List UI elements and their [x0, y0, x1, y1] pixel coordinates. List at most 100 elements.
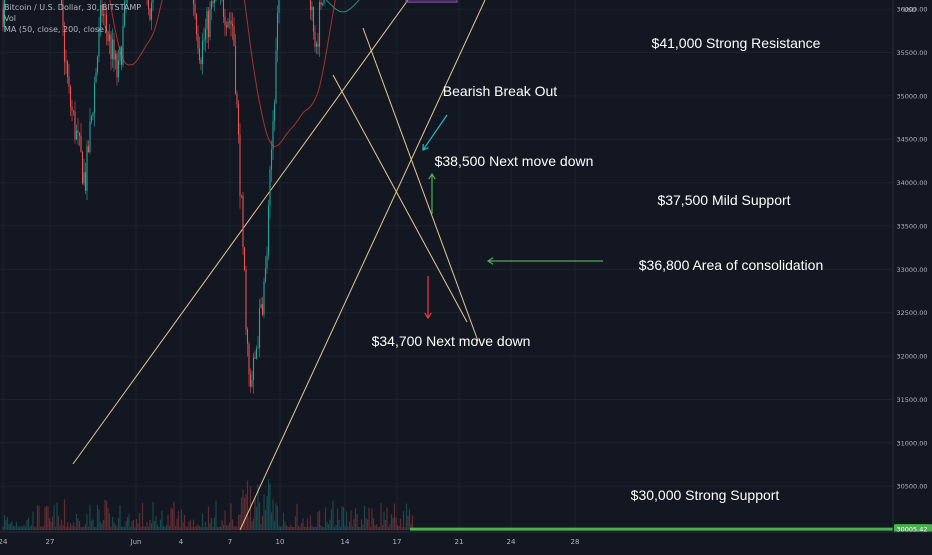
volume-bar	[221, 520, 223, 530]
horizontal-levels	[410, 527, 893, 531]
volume-bar	[81, 527, 84, 530]
volume-bar	[188, 521, 190, 530]
volume-bar	[240, 497, 243, 530]
ma-legend[interactable]: MA (50, close, 200, close)	[4, 25, 108, 34]
annotation-next-down-38500: $38,500 Next move down	[435, 153, 594, 169]
volume-bar	[402, 510, 405, 530]
volume-bar	[95, 527, 97, 530]
candle-body	[245, 269, 247, 330]
price-tick-label: 30500.00	[896, 483, 927, 491]
volume-bar	[257, 484, 259, 530]
volume-bar	[332, 500, 334, 530]
consolidation-arrow	[486, 257, 603, 265]
volume-bar	[18, 526, 21, 530]
volume-bar	[390, 514, 393, 530]
volume-bar	[281, 525, 283, 530]
price-axis-ticks: 42000.0041500.0041000.0040500.0040000.00…	[896, 6, 927, 491]
volume-bar	[386, 507, 388, 530]
volume-bar	[192, 519, 195, 530]
volume-bar	[308, 527, 310, 530]
candle-body	[98, 27, 100, 57]
candle-body	[123, 1, 126, 26]
time-axis-ticks: 24 27 Jun 4 7 10 14 17 21 24 28	[0, 538, 579, 546]
volume-bar	[71, 525, 73, 530]
candle-body	[119, 47, 121, 61]
candle-body	[249, 374, 252, 387]
volume-bar	[33, 526, 36, 530]
candle-body	[275, 50, 277, 104]
volume-bar	[396, 525, 399, 530]
volume-bar	[141, 503, 144, 530]
volume-bar	[90, 520, 93, 530]
trendline	[332, 74, 468, 323]
volume-bar	[258, 502, 261, 530]
candle-body	[266, 255, 268, 269]
candle-body	[147, 0, 150, 9]
volume-bar	[326, 522, 328, 530]
volume-bar	[251, 521, 253, 530]
candle-body	[323, 0, 325, 4]
volume-bar	[86, 513, 88, 530]
volume-bar	[384, 520, 387, 530]
volume-bar	[11, 521, 13, 530]
red-down-arrow	[424, 276, 432, 320]
price-tick-label: 32000.00	[896, 353, 927, 361]
volume-bar	[300, 523, 303, 530]
candle-body	[122, 25, 124, 65]
volume-bar	[48, 518, 51, 530]
volume-bar	[278, 525, 280, 530]
volume-bar	[14, 526, 16, 530]
volume-bar	[255, 506, 258, 530]
volume-bar	[285, 525, 288, 530]
volume-bar	[206, 526, 208, 530]
candle-body	[248, 343, 250, 375]
candle-body	[270, 149, 273, 170]
volume-bar	[345, 511, 348, 530]
time-axis[interactable]: 24 27 Jun 4 7 10 14 17 21 24 28	[0, 531, 932, 550]
price-axis[interactable]: USD 42000.0041500.0041000.0040500.004000…	[892, 0, 932, 535]
volume-bar	[102, 519, 105, 530]
volume-bar	[101, 523, 103, 530]
volume-bar	[209, 522, 211, 530]
candle-body	[62, 4, 64, 27]
annotation-strong-support: $30,000 Strong Support	[631, 487, 780, 503]
volume-bar	[327, 524, 330, 530]
volume-bar	[260, 524, 262, 530]
volume-legend[interactable]: Vol	[4, 14, 16, 23]
volume-bar	[362, 524, 364, 530]
candle-body	[276, 12, 279, 51]
volume-bar	[84, 524, 87, 530]
zone-box-lower	[405, 0, 458, 3]
volume-bar	[96, 504, 99, 530]
candle-body	[258, 308, 261, 348]
volume-bar	[6, 517, 9, 530]
volume-bar	[290, 524, 292, 530]
time-tick-label: 28	[571, 538, 580, 546]
volume-bar	[66, 522, 69, 530]
candle-body	[65, 61, 67, 63]
volume-bar	[381, 525, 384, 530]
volume-bar	[56, 502, 58, 530]
price-tick-label: 34000.00	[896, 179, 927, 187]
volume-bar	[110, 526, 112, 530]
volume-bar	[132, 520, 135, 530]
volume-bar	[35, 526, 37, 530]
candle-body	[95, 72, 97, 83]
volume-bar	[360, 519, 363, 530]
volume-bar	[147, 526, 150, 530]
volume-bar	[267, 479, 270, 530]
volume-bar	[194, 526, 196, 530]
volume-bar	[93, 526, 96, 530]
volume-bar	[323, 527, 325, 530]
volume-bar	[173, 501, 175, 530]
candle-body	[150, 2, 153, 20]
volume-bar	[315, 526, 318, 530]
volume-bar	[299, 526, 301, 530]
symbol-title[interactable]: Bitcoin / U.S. Dollar, 30, BITSTAMP	[4, 3, 142, 12]
volume-bar	[224, 510, 226, 530]
candle-body	[89, 121, 91, 153]
volume-bar	[407, 515, 409, 530]
candle-body	[206, 11, 208, 30]
volume-bar	[83, 526, 85, 530]
